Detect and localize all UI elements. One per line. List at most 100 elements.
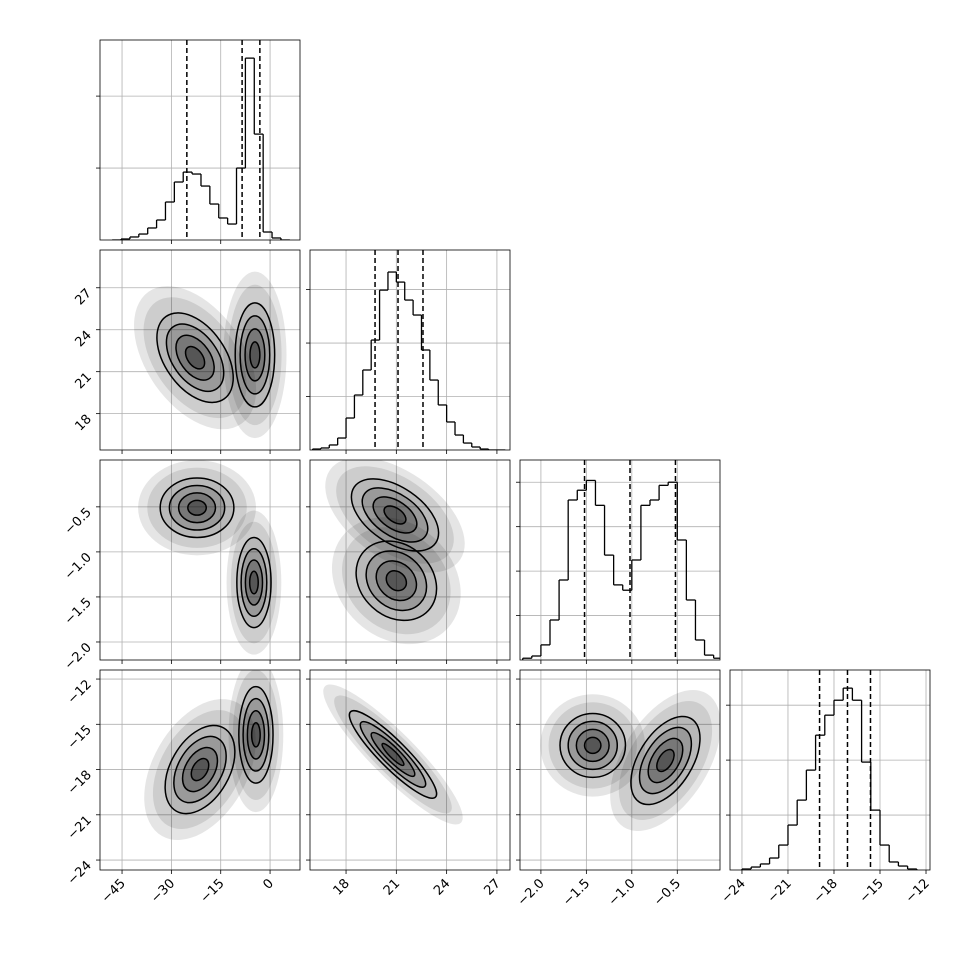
- density-fill: [376, 560, 417, 601]
- x-tick-label: 18: [331, 876, 353, 898]
- y-tick-label: −0.5: [62, 505, 95, 538]
- contour: [240, 547, 268, 618]
- x-tick-label: −1.0: [606, 876, 639, 909]
- contour: [244, 559, 264, 606]
- contour: [168, 484, 226, 531]
- contour: [372, 496, 418, 534]
- x-tick-label: 21: [381, 876, 403, 898]
- contour: [190, 757, 210, 782]
- contour: [348, 709, 438, 799]
- density-haze: [134, 286, 257, 430]
- contour: [164, 724, 236, 815]
- density-haze: [143, 297, 247, 419]
- density-haze: [618, 701, 713, 820]
- contour: [184, 345, 206, 370]
- panel-frame: [99, 249, 301, 451]
- y-tick-label: 24: [73, 328, 95, 350]
- contour: [559, 712, 627, 779]
- panel-frame: [99, 459, 301, 661]
- density-haze: [228, 670, 284, 813]
- density-haze: [144, 699, 256, 841]
- contour: [234, 302, 276, 408]
- contour: [383, 505, 407, 525]
- y-tick-label: −1.0: [62, 550, 95, 583]
- panel-body: [520, 460, 720, 660]
- panel-frame: [519, 459, 721, 661]
- x-tick-label: −21: [765, 876, 795, 906]
- contour: [365, 550, 428, 612]
- panel-body: [310, 460, 510, 660]
- panel: −2.0 −1.5 −1.0 −0.5: [515, 669, 721, 909]
- contour: [242, 697, 270, 772]
- panel-frame: [729, 669, 931, 871]
- contour: [248, 570, 259, 595]
- y-tick-label: −1.5: [62, 595, 95, 628]
- panel-frame: [99, 669, 301, 871]
- density-fill: [584, 737, 601, 754]
- contour: [375, 560, 418, 602]
- density-haze: [230, 521, 278, 644]
- density-haze: [223, 271, 287, 439]
- x-tick-label: −45: [99, 876, 129, 906]
- contour: [385, 570, 408, 592]
- density-fill: [178, 492, 216, 523]
- x-tick-label: −18: [811, 876, 841, 906]
- density-fill: [235, 302, 275, 407]
- x-tick-label: −0.5: [651, 876, 684, 909]
- density-haze: [226, 510, 282, 655]
- contour: [350, 478, 440, 552]
- panel-body: [100, 670, 300, 870]
- y-tick-label: 18: [73, 412, 95, 434]
- x-tick-label: −12: [903, 876, 933, 906]
- panel: [96, 39, 301, 244]
- panel: −24 −21 −18 −15 −12: [719, 669, 933, 906]
- contour: [656, 748, 675, 773]
- density-fill: [245, 328, 265, 381]
- panel-body: [100, 250, 300, 450]
- panel: [306, 249, 511, 454]
- panel: −45 −30 −15 0 −24 −21 −18 −15 −12: [65, 669, 301, 906]
- density-haze: [147, 467, 247, 548]
- density-fill: [160, 478, 234, 538]
- panel-body: [520, 670, 720, 870]
- contour: [165, 323, 225, 393]
- contour: [244, 328, 266, 382]
- density-haze: [342, 527, 451, 635]
- contour: [361, 487, 429, 543]
- contour: [359, 720, 427, 789]
- panel: 18 21 24 27: [306, 669, 511, 899]
- panel-frame: [309, 669, 511, 871]
- density-fill: [386, 570, 407, 591]
- panel-body: [730, 670, 930, 870]
- contour: [159, 477, 235, 539]
- density-fill: [236, 537, 272, 628]
- density-haze: [228, 284, 282, 426]
- density-haze: [138, 460, 256, 556]
- panel-frame: [519, 669, 721, 871]
- contour: [156, 312, 234, 404]
- density-fill: [173, 736, 227, 803]
- panel: 18 21 24 27: [73, 249, 301, 454]
- panel: [516, 459, 721, 664]
- density-fill: [349, 710, 437, 799]
- contour: [238, 685, 274, 784]
- y-tick-label: 21: [73, 370, 95, 392]
- x-tick-label: 24: [431, 876, 453, 898]
- density-fill: [166, 324, 224, 392]
- contour: [175, 334, 215, 381]
- density-fill: [251, 722, 261, 747]
- density-fill: [382, 743, 404, 766]
- density-haze: [548, 702, 637, 789]
- contour: [236, 536, 272, 629]
- contour: [246, 709, 266, 760]
- contour: [381, 742, 405, 767]
- x-tick-label: 0: [260, 876, 276, 892]
- x-tick-label: −15: [198, 876, 228, 906]
- contour: [250, 722, 261, 748]
- panel-body: [310, 250, 510, 450]
- panel-body: [310, 670, 510, 870]
- y-tick-label: −18: [65, 768, 95, 798]
- density-haze: [540, 694, 646, 797]
- density-fill: [165, 725, 235, 814]
- density-fill: [560, 713, 626, 778]
